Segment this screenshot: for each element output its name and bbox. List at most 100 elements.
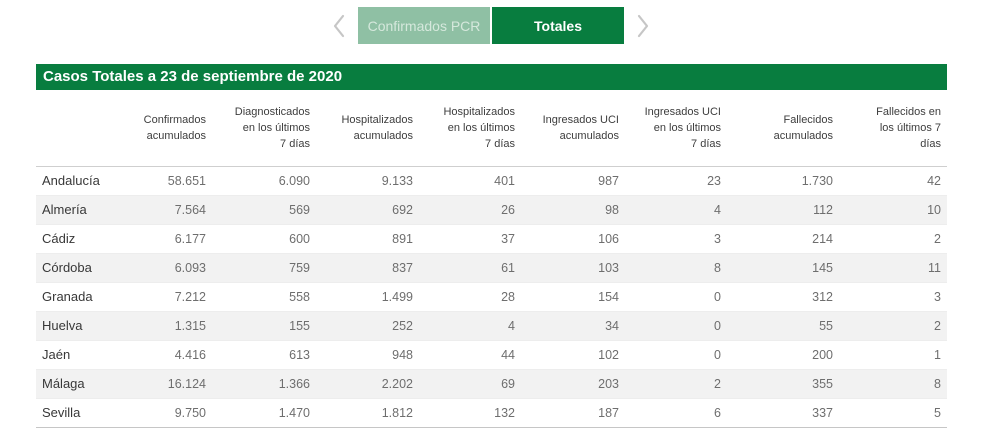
cell-value: 0 [625,311,727,341]
cell-value: 600 [212,224,316,254]
table-row: Jaén 4.416 613 948 44 102 0 200 1 [36,340,947,370]
cell-value: 8 [839,369,947,399]
cell-value: 401 [419,166,521,196]
cell-value: 948 [316,340,419,370]
cell-value: 2.202 [316,369,419,399]
column-header: Confirmados acumulados [136,90,212,167]
cell-value: 26 [419,195,521,225]
cell-value: 252 [316,311,419,341]
row-label: Huelva [36,311,136,341]
column-header: Hospitalizados acumulados [316,90,419,167]
cell-value: 613 [212,340,316,370]
cell-value: 1 [839,340,947,370]
table-row: Málaga 16.124 1.366 2.202 69 203 2 355 8 [36,369,947,399]
cell-value: 987 [521,166,625,196]
table-row: Huelva 1.315 155 252 4 34 0 55 2 [36,311,947,341]
cell-value: 154 [521,282,625,312]
cell-value: 42 [839,166,947,196]
table-row: Almería 7.564 569 692 26 98 4 112 10 [36,195,947,225]
row-label: Jaén [36,340,136,370]
cell-value: 2 [839,311,947,341]
cell-value: 16.124 [136,369,212,399]
tab-totales[interactable]: Totales [492,7,624,44]
chevron-left-icon[interactable] [331,7,348,44]
cell-value: 132 [419,398,521,428]
table-container: Confirmados acumulados Diagnosticados en … [36,90,982,428]
cell-value: 37 [419,224,521,254]
column-header: Hospitalizados en los últimos 7 días [419,90,521,167]
cell-value: 214 [727,224,839,254]
cell-value: 2 [625,369,727,399]
cell-value: 34 [521,311,625,341]
cell-value: 5 [839,398,947,428]
column-header: Fallecidos acumulados [727,90,839,167]
cell-value: 1.499 [316,282,419,312]
table-row: Córdoba 6.093 759 837 61 103 8 145 11 [36,253,947,283]
column-header: Ingresados UCI acumulados [521,90,625,167]
row-label: Málaga [36,369,136,399]
cell-value: 112 [727,195,839,225]
cell-value: 4 [625,195,727,225]
cell-value: 69 [419,369,521,399]
table-header-row: Confirmados acumulados Diagnosticados en … [36,90,947,167]
cell-value: 2 [839,224,947,254]
cell-value: 837 [316,253,419,283]
cell-value: 692 [316,195,419,225]
cell-value: 3 [625,224,727,254]
cell-value: 6.093 [136,253,212,283]
cell-value: 312 [727,282,839,312]
cell-value: 569 [212,195,316,225]
cell-value: 187 [521,398,625,428]
cell-value: 203 [521,369,625,399]
column-header: Fallecidos en los últimos 7 días [839,90,947,167]
row-label: Córdoba [36,253,136,283]
table-row: Sevilla 9.750 1.470 1.812 132 187 6 337 5 [36,398,947,428]
row-label: Almería [36,195,136,225]
cell-value: 6 [625,398,727,428]
tab-confirmados-pcr[interactable]: Confirmados PCR [358,7,490,44]
cell-value: 9.133 [316,166,419,196]
cell-value: 9.750 [136,398,212,428]
cell-value: 1.812 [316,398,419,428]
cell-value: 6.177 [136,224,212,254]
cell-value: 28 [419,282,521,312]
cell-value: 1.315 [136,311,212,341]
row-label: Granada [36,282,136,312]
cell-value: 8 [625,253,727,283]
cell-value: 4 [419,311,521,341]
row-label: Cádiz [36,224,136,254]
column-header: Diagnosticados en los últimos 7 días [212,90,316,167]
table-row: Andalucía 58.651 6.090 9.133 401 987 23 1.730 42 [36,166,947,196]
cell-value: 55 [727,311,839,341]
cell-value: 10 [839,195,947,225]
cell-value: 61 [419,253,521,283]
chevron-right-icon[interactable] [634,7,651,44]
cell-value: 103 [521,253,625,283]
cell-value: 98 [521,195,625,225]
cell-value: 7.564 [136,195,212,225]
cell-value: 0 [625,282,727,312]
cell-value: 58.651 [136,166,212,196]
cell-value: 102 [521,340,625,370]
cell-value: 4.416 [136,340,212,370]
column-header: Ingresados UCI en los últimos 7 días [625,90,727,167]
cell-value: 759 [212,253,316,283]
row-label: Andalucía [36,166,136,196]
tab-group: Confirmados PCR Totales [358,7,624,44]
row-label: Sevilla [36,398,136,428]
cell-value: 44 [419,340,521,370]
cell-value: 355 [727,369,839,399]
cell-value: 0 [625,340,727,370]
cell-value: 7.212 [136,282,212,312]
cell-value: 1.730 [727,166,839,196]
column-header-blank [36,90,136,167]
cell-value: 23 [625,166,727,196]
cell-value: 200 [727,340,839,370]
table-row: Granada 7.212 558 1.499 28 154 0 312 3 [36,282,947,312]
cell-value: 145 [727,253,839,283]
cell-value: 11 [839,253,947,283]
tab-navigation: Confirmados PCR Totales [0,0,982,44]
data-table: Confirmados acumulados Diagnosticados en … [36,90,947,428]
cell-value: 1.470 [212,398,316,428]
